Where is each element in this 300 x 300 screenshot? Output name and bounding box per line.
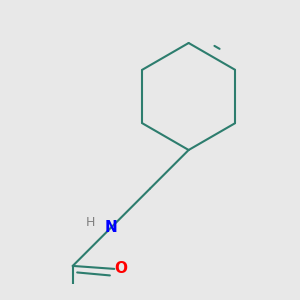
Text: H: H	[86, 216, 95, 229]
Text: O: O	[114, 261, 127, 276]
Text: N: N	[105, 220, 118, 235]
